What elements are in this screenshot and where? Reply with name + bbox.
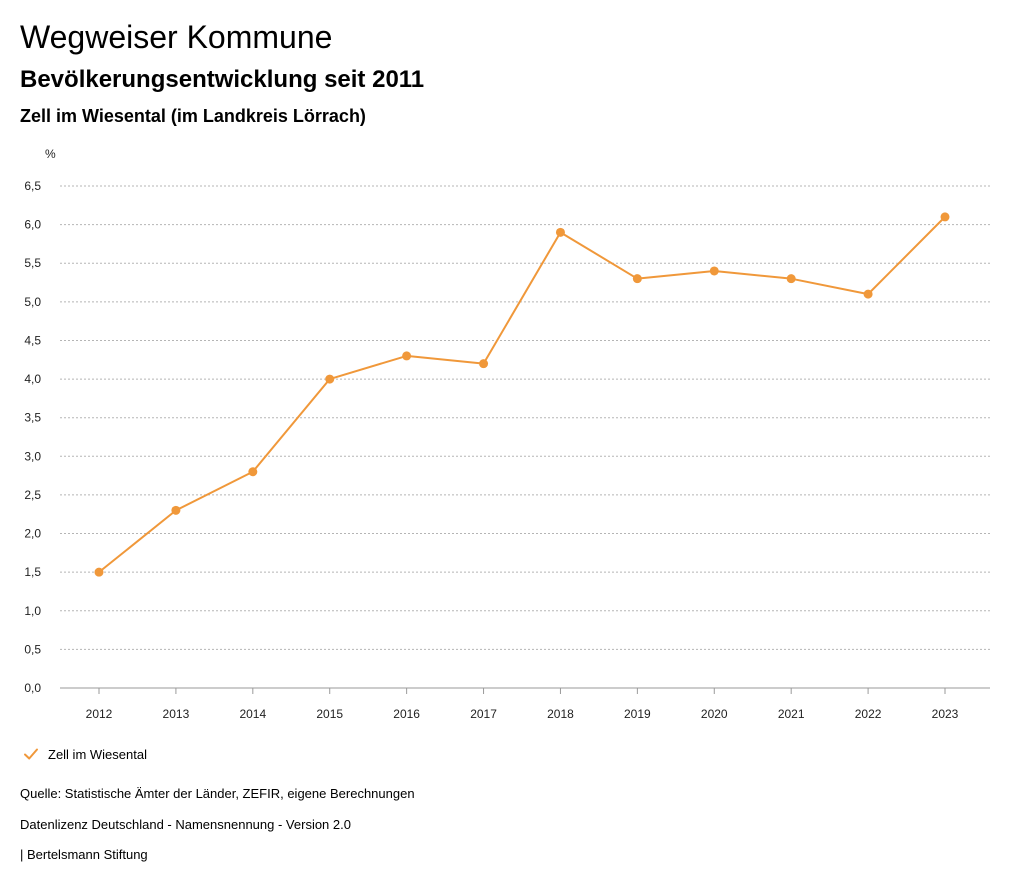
y-axis-ticks: 0,0 0,5 1,0 1,5 2,0 2,5 3,0 3,5 4,0 4,5 5,0 5,5 6,0 6… — [24, 179, 41, 695]
chart-subtitle: Bevölkerungsentwicklung seit 2011 — [20, 66, 425, 93]
data-point[interactable] — [402, 351, 412, 361]
y-tick-label: 1,5 — [24, 565, 41, 579]
y-tick-label: 6,5 — [24, 179, 41, 193]
data-point[interactable] — [94, 567, 104, 577]
x-tick-label: 2020 — [701, 707, 728, 721]
data-point[interactable] — [940, 212, 950, 222]
y-axis-unit-label: % — [45, 147, 56, 161]
checkmark-icon[interactable] — [22, 745, 40, 763]
data-point[interactable] — [248, 467, 258, 477]
y-tick-label: 5,0 — [24, 295, 41, 309]
region-label: Zell im Wiesental (im Landkreis Lörrach) — [20, 106, 366, 126]
x-tick-label: 2019 — [624, 707, 651, 721]
data-point[interactable] — [555, 227, 565, 237]
data-point[interactable] — [709, 266, 719, 276]
y-tick-label: 4,5 — [24, 333, 41, 347]
y-tick-label: 1,0 — [24, 604, 41, 618]
x-tick-label: 2015 — [316, 707, 343, 721]
series-line — [98, 216, 946, 573]
data-point[interactable] — [786, 274, 796, 284]
publisher-note: | Bertelsmann Stiftung — [20, 847, 148, 862]
x-tick-label: 2017 — [470, 707, 497, 721]
y-tick-label: 3,0 — [24, 449, 41, 463]
y-tick-label: 5,5 — [24, 256, 41, 270]
x-axis-ticks: 2012 2013 2014 2015 2016 2017 2018 2019 2020 2021… — [86, 688, 959, 721]
line-chart: % 0,0 0,5 1,0 1,5 2,0 2,5 3,0 3,5 4,0 4,5 5,0 5,5 6,… — [24, 147, 990, 721]
data-point[interactable] — [863, 289, 873, 299]
x-tick-label: 2014 — [239, 707, 266, 721]
license-note: Datenlizenz Deutschland - Namensnennung … — [20, 817, 351, 832]
page-title: Wegweiser Kommune — [20, 19, 333, 55]
x-tick-label: 2022 — [855, 707, 882, 721]
y-tick-label: 0,0 — [24, 681, 41, 695]
y-tick-label: 6,0 — [24, 218, 41, 232]
x-tick-label: 2012 — [86, 707, 113, 721]
y-tick-label: 3,5 — [24, 411, 41, 425]
y-tick-label: 4,0 — [24, 372, 41, 386]
x-tick-label: 2023 — [932, 707, 959, 721]
y-tick-label: 2,5 — [24, 488, 41, 502]
data-point[interactable] — [171, 505, 181, 515]
source-note: Quelle: Statistische Ämter der Länder, Z… — [20, 786, 415, 801]
x-tick-label: 2021 — [778, 707, 805, 721]
series-layer — [94, 212, 950, 577]
legend[interactable]: Zell im Wiesental — [22, 744, 147, 764]
data-point[interactable] — [479, 359, 489, 369]
data-point[interactable] — [325, 374, 335, 384]
legend-label: Zell im Wiesental — [48, 746, 147, 762]
y-tick-label: 2,0 — [24, 527, 41, 541]
x-tick-label: 2018 — [547, 707, 574, 721]
x-tick-label: 2016 — [393, 707, 420, 721]
gridlines — [60, 185, 990, 689]
y-tick-label: 0,5 — [24, 642, 41, 656]
data-point[interactable] — [632, 274, 642, 284]
x-tick-label: 2013 — [163, 707, 190, 721]
